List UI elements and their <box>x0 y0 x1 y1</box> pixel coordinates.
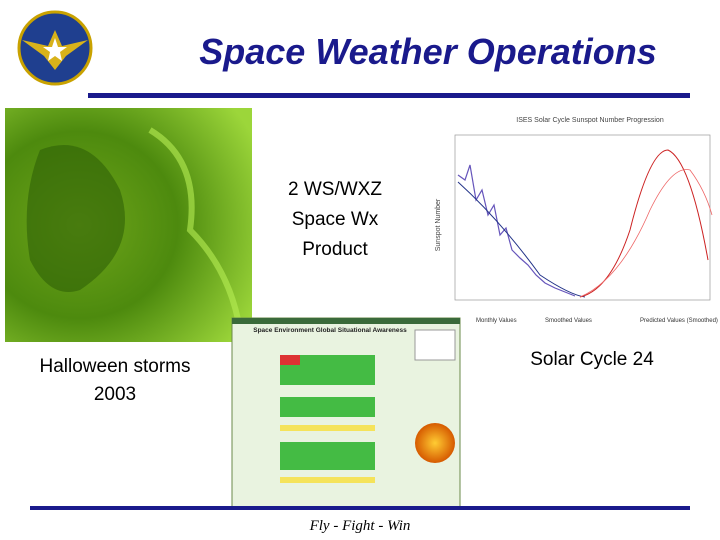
legend-item: Smoothed Values <box>545 318 592 324</box>
logo <box>17 10 93 86</box>
caption: Product <box>302 239 368 260</box>
chart-title: ISES Solar Cycle Sunspot Number Progress… <box>516 117 664 124</box>
product-image: Space Environment Global Situational Awa… <box>231 317 461 509</box>
product-title: Space Environment Global Situational Awa… <box>253 327 407 334</box>
caption: Halloween storms <box>40 356 191 377</box>
caption: 2003 <box>94 384 136 405</box>
sunspot-chart-image: ISES Solar Cycle Sunspot Number Progress… <box>430 110 718 342</box>
chart-y-label: Sunspot Number <box>435 198 442 251</box>
title-rule <box>88 93 690 98</box>
footer-rule <box>30 506 690 510</box>
caption: Solar Cycle 24 <box>530 349 654 370</box>
caption: 2 WS/WXZ <box>288 179 382 200</box>
sun-image <box>5 108 252 342</box>
legend-item: Predicted Values (Smoothed) <box>640 318 718 324</box>
caption-box <box>272 170 400 264</box>
footer-motto: Fly - Fight - Win <box>309 518 411 534</box>
caption: Space Wx <box>292 209 379 230</box>
title: Space Weather Operations <box>199 31 657 72</box>
legend-item: Monthly Values <box>476 318 517 324</box>
